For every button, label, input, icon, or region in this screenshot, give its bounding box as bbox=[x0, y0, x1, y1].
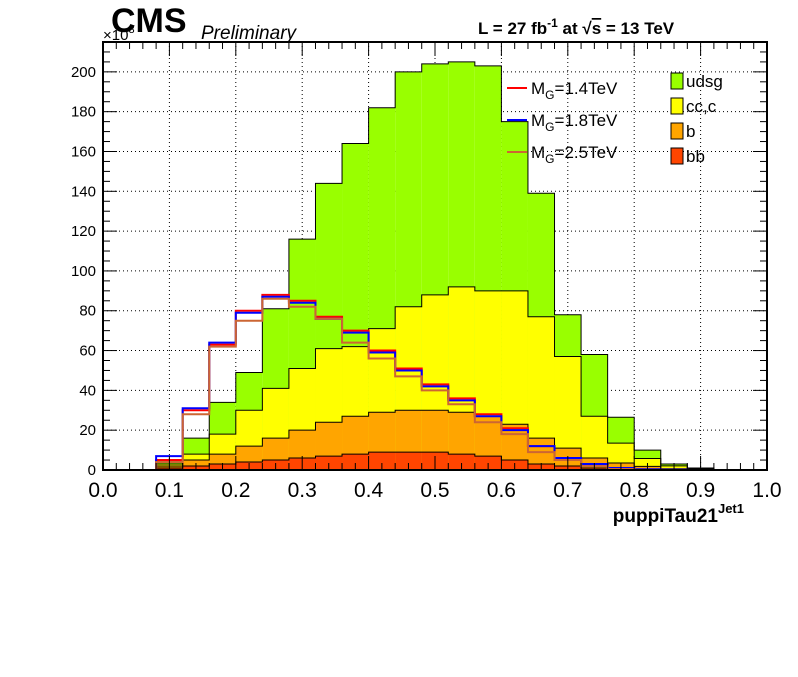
x-tick-labels: 0.0 0.1 0.2 0.3 0.4 0.5 0.6 0.7 0.8 0.9 1.0 bbox=[88, 479, 781, 502]
y-tick-label: 20 bbox=[79, 422, 96, 439]
x-tick-label: 1.0 bbox=[752, 479, 781, 502]
legend-swatch bbox=[670, 72, 684, 90]
signal-legend: MG=1.4TeV MG=1.8TeV MG=2.5TeV bbox=[507, 79, 618, 166]
x-tick-label: 0.1 bbox=[155, 479, 184, 502]
legend-label: b bbox=[686, 122, 695, 141]
y-tick-label: 140 bbox=[71, 183, 96, 200]
bar-bb bbox=[342, 454, 369, 470]
signal-legend-label: MG=2.5TeV bbox=[531, 143, 618, 166]
x-axis-label: puppiTau21Jet1 bbox=[613, 501, 744, 527]
y-tick-label: 40 bbox=[79, 382, 96, 399]
y-tick-label: 100 bbox=[71, 263, 96, 280]
cms-label: CMS bbox=[111, 2, 187, 40]
stack-outline-b bbox=[103, 409, 767, 471]
stack-outline-cc-c bbox=[103, 286, 767, 471]
bar-bb bbox=[448, 454, 475, 470]
y-tick-label: 60 bbox=[79, 343, 96, 360]
bar-bb bbox=[368, 452, 396, 470]
signal-legend-label: MG=1.8TeV bbox=[531, 111, 618, 134]
legend-label: udsg bbox=[686, 72, 723, 91]
legend-swatch bbox=[670, 122, 684, 140]
bar-bb bbox=[395, 452, 422, 470]
axis-ticks bbox=[102, 41, 768, 471]
x-tick-label: 0.7 bbox=[553, 479, 582, 502]
stack-outline-udsg bbox=[103, 61, 767, 471]
x-tick-label: 0.8 bbox=[620, 479, 649, 502]
x-tick-label: 0.5 bbox=[420, 479, 449, 502]
y-tick-label: 160 bbox=[71, 143, 96, 160]
y-tick-label: 120 bbox=[71, 223, 96, 240]
y-tick-label: 80 bbox=[79, 303, 96, 320]
signal-legend-label: MG=1.4TeV bbox=[531, 79, 618, 102]
stacked-histogram bbox=[103, 61, 767, 471]
legend-swatch bbox=[670, 97, 684, 115]
preliminary-label: Preliminary bbox=[201, 23, 298, 44]
x-tick-label: 0.2 bbox=[221, 479, 250, 502]
luminosity-label: L = 27 fb-1 at √s = 13 TeV bbox=[478, 16, 675, 38]
legend-label: cc,c bbox=[686, 97, 717, 116]
x-tick-label: 0.3 bbox=[288, 479, 317, 502]
y-multiplier: ×103 bbox=[103, 24, 135, 44]
x-tick-label: 0.0 bbox=[88, 479, 117, 502]
y-tick-label: 180 bbox=[71, 104, 96, 121]
x-tick-label: 0.6 bbox=[487, 479, 516, 502]
y-tick-label: 0 bbox=[88, 462, 96, 479]
x-tick-label: 0.4 bbox=[354, 479, 384, 502]
x-tick-label: 0.9 bbox=[686, 479, 715, 502]
legend-label: bb bbox=[686, 147, 705, 166]
legend-swatch bbox=[670, 147, 684, 165]
y-tick-labels: 0 20 40 60 80 100 120 140 160 180 200 bbox=[71, 64, 96, 479]
y-tick-label: 200 bbox=[71, 64, 96, 81]
